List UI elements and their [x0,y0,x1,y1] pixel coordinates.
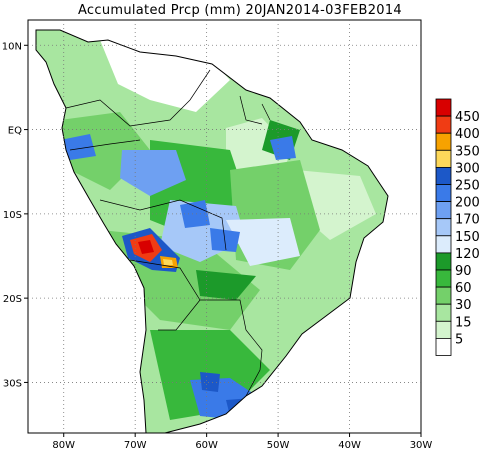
legend-swatch [435,320,452,339]
lon-tick-label: 30W [410,440,433,451]
legend-label: 170 [455,213,480,228]
legend-swatch [435,184,452,203]
legend-label: 200 [455,196,480,211]
legend-label: 150 [455,230,480,245]
map-title: Accumulated Prcp (mm) 20JAN2014-03FEB201… [77,3,403,18]
lat-tick-label: EQ [8,126,22,137]
legend-label: 300 [455,161,480,176]
legend-swatch [435,269,452,288]
legend-label: 30 [455,298,472,313]
legend-swatch [435,149,452,168]
lon-tick-label: 80W [52,440,75,451]
lat-tick-label: 10N [2,41,22,52]
lon-tick-label: 50W [267,440,290,451]
lat-tick-label: 20S [3,294,22,305]
country-borders [65,69,271,397]
legend-label: 250 [455,179,480,194]
legend-swatch [435,132,452,151]
legend-label: 5 [455,332,463,347]
lat-tick-label: 10S [3,210,22,221]
lon-tick-label: 60W [195,440,218,451]
legend-swatch [435,218,452,237]
lon-tick-label: 40W [338,440,361,451]
legend-swatch [435,252,452,271]
legend-swatch [435,286,452,305]
lat-tick-label: 30S [3,378,22,389]
legend-swatch [435,303,452,322]
legend-swatch [435,337,452,356]
lon-tick-label: 70W [124,440,147,451]
legend-swatch [435,166,452,185]
legend-label: 450 [455,110,480,125]
legend-label: 15 [455,315,472,330]
legend-swatch [435,98,452,117]
legend-label: 120 [455,247,480,262]
legend-label: 350 [455,144,480,159]
color-legend: 450 400 350 300 250 200 170 150 120 90 60 30 15 5 [435,98,480,356]
legend-swatch [435,115,452,134]
legend-label: 90 [455,264,472,279]
axis-ticks: 80W 70W 60W 50W 40W 30W 10N EQ 10S 20S 30S [2,41,433,451]
legend-swatch [435,201,452,220]
legend-label: 400 [455,127,480,142]
graticule [28,20,421,433]
coastline [35,29,389,433]
legend-swatch [435,235,452,254]
map-frame [27,19,422,434]
legend-label: 60 [455,281,472,296]
